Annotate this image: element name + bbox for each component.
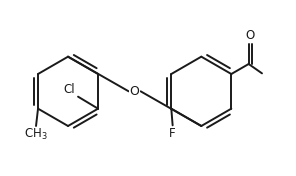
Text: F: F <box>169 127 176 140</box>
Text: O: O <box>130 85 140 98</box>
Text: O: O <box>246 29 255 42</box>
Text: CH$_3$: CH$_3$ <box>24 127 48 142</box>
Text: Cl: Cl <box>64 83 75 96</box>
